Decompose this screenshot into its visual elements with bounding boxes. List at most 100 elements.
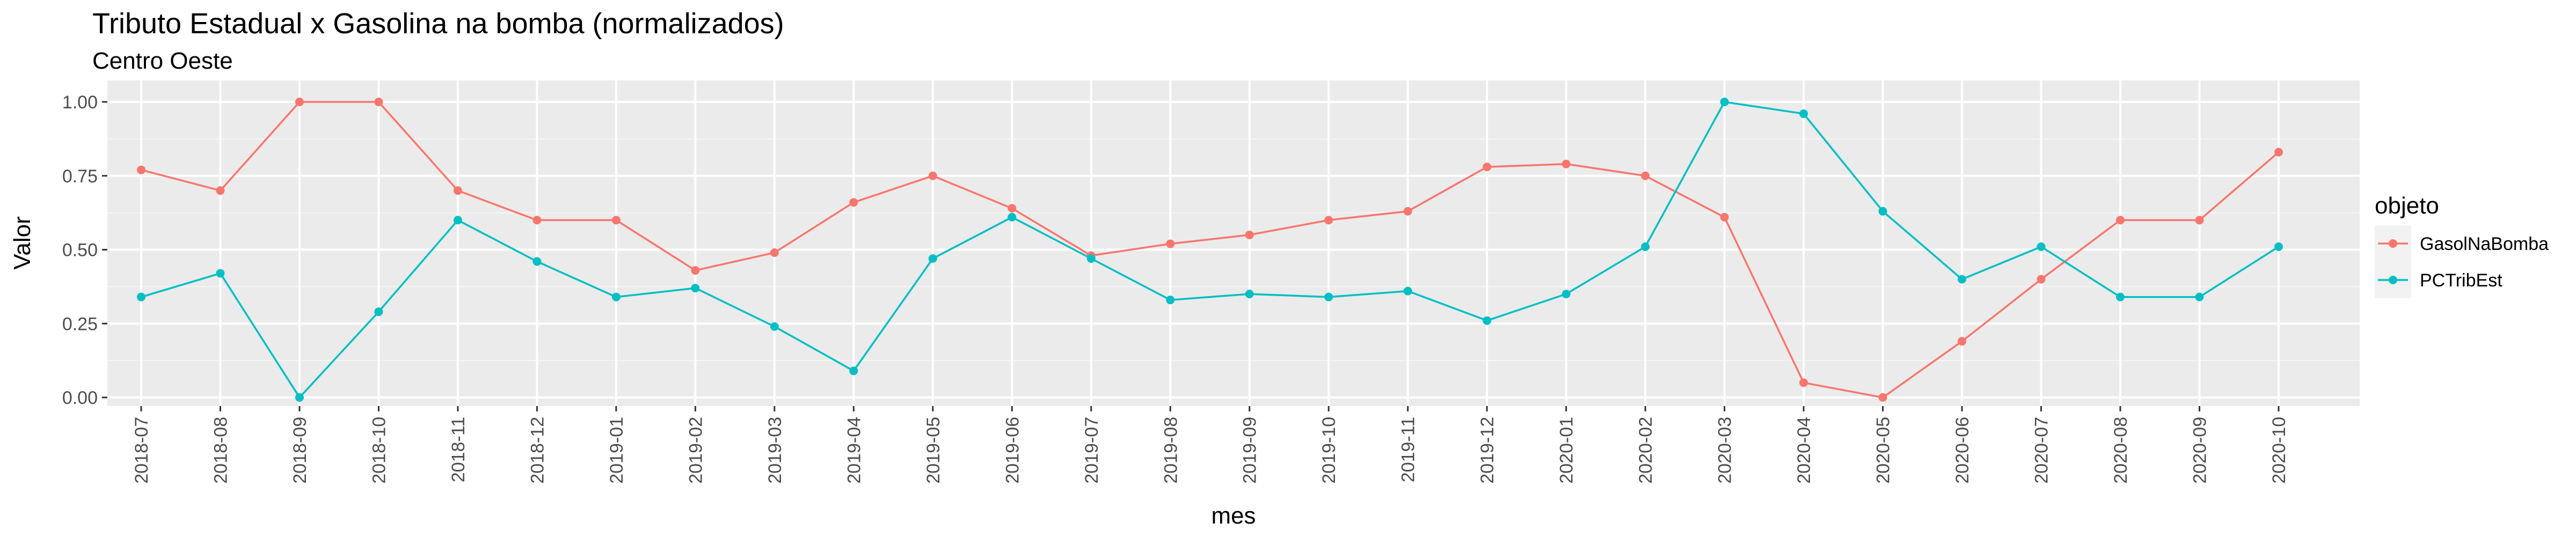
data-point <box>1799 378 1808 387</box>
y-axis: 0.00 0.25 0.50 0.75 1.00 <box>62 92 107 408</box>
series-line <box>141 101 2279 399</box>
data-point <box>611 216 621 225</box>
grid-minor <box>107 138 2360 362</box>
data-point <box>611 292 621 301</box>
data-point <box>295 393 304 402</box>
x-tick-label: 2020-08 <box>2111 417 2131 484</box>
data-point <box>1958 275 1967 284</box>
x-tick-label: 2019-01 <box>607 417 627 484</box>
legend-label: PCTribEst <box>2420 270 2502 291</box>
data-point <box>928 254 937 263</box>
data-point <box>1720 98 1729 106</box>
data-point <box>1166 239 1175 248</box>
x-axis-title: mes <box>1211 503 1256 529</box>
legend-key-point <box>2389 239 2397 248</box>
x-tick-label: 2020-05 <box>1873 417 1894 484</box>
series-lines <box>141 101 2280 399</box>
data-point <box>532 216 542 225</box>
data-point <box>295 98 304 106</box>
x-tick-label: 2020-03 <box>1715 417 1735 484</box>
data-point <box>1403 207 1412 216</box>
x-tick-label: 2018-10 <box>369 417 389 484</box>
data-point <box>2116 292 2125 301</box>
plot-panel <box>107 80 2360 406</box>
data-point <box>928 171 937 180</box>
x-tick-label: 2019-08 <box>1161 417 1181 484</box>
y-tick-label: 0.50 <box>62 240 98 261</box>
data-point <box>374 307 383 316</box>
x-tick-label: 2019-09 <box>1240 417 1260 484</box>
data-point <box>849 366 858 375</box>
data-point <box>691 266 700 275</box>
legend: objeto GasolNaBomba PCTribEst <box>2375 193 2549 298</box>
data-point <box>216 186 225 195</box>
x-tick-label: 2019-05 <box>923 417 944 484</box>
data-point <box>1324 216 1333 225</box>
data-point <box>1641 242 1650 251</box>
chart-subtitle: Centro Oeste <box>92 48 233 74</box>
x-tick-label: 2019-02 <box>685 417 706 484</box>
data-point <box>2195 216 2204 225</box>
x-tick-label: 2019-07 <box>1082 417 1102 484</box>
data-point <box>1561 290 1571 299</box>
data-point <box>1878 207 1887 216</box>
data-point <box>216 269 225 278</box>
data-point <box>1483 163 1492 172</box>
data-point <box>1166 296 1175 305</box>
data-point <box>374 98 383 106</box>
x-tick-label: 2018-08 <box>210 417 231 484</box>
y-tick-label: 0.25 <box>62 314 98 334</box>
data-point <box>2037 275 2046 284</box>
series-points <box>137 98 2283 402</box>
data-point <box>1008 204 1017 213</box>
legend-title: objeto <box>2375 193 2439 219</box>
legend-key-point <box>2389 276 2397 284</box>
data-point <box>2116 216 2125 225</box>
y-tick-label: 0.00 <box>62 388 98 408</box>
y-tick-label: 1.00 <box>62 92 98 113</box>
data-point <box>1799 109 1808 119</box>
grid-major <box>107 80 2360 406</box>
data-point <box>770 322 779 331</box>
x-tick-label: 2020-09 <box>2190 417 2210 484</box>
y-axis-title: Valor <box>9 216 35 269</box>
data-point <box>1324 292 1333 301</box>
x-tick-label: 2019-12 <box>1477 417 1498 484</box>
data-point <box>532 257 542 266</box>
x-tick-label: 2018-12 <box>527 417 548 484</box>
data-point <box>1720 212 1729 222</box>
data-point <box>1958 337 1967 346</box>
x-tick-label: 2019-03 <box>765 417 785 484</box>
x-tick-label: 2019-04 <box>844 417 864 484</box>
data-point <box>691 284 700 293</box>
data-point <box>1641 171 1650 180</box>
data-point <box>1245 290 1254 299</box>
series-line <box>141 101 2280 399</box>
data-point <box>1245 230 1254 239</box>
data-point <box>453 186 462 195</box>
x-tick-label: 2020-07 <box>2032 417 2052 484</box>
data-point <box>849 198 858 207</box>
x-tick-label: 2020-04 <box>1794 417 1814 484</box>
x-tick-label: 2020-02 <box>1636 417 1656 484</box>
legend-label: GasolNaBomba <box>2420 234 2549 254</box>
data-point <box>137 165 145 174</box>
chart-title: Tributo Estadual x Gasolina na bomba (no… <box>92 8 784 40</box>
data-point <box>2274 242 2283 251</box>
data-point <box>453 216 462 225</box>
data-point <box>1878 393 1887 402</box>
x-tick-label: 2019-06 <box>1002 417 1023 484</box>
data-point <box>1483 316 1492 325</box>
y-tick-label: 0.75 <box>62 166 98 187</box>
x-tick-label: 2018-11 <box>448 417 469 482</box>
x-axis: 2018-07 2018-08 2018-09 2018-10 2018-11 2018-… <box>132 406 2289 484</box>
x-tick-label: 2018-07 <box>132 417 152 484</box>
data-point <box>1086 254 1096 263</box>
data-point <box>2274 148 2283 157</box>
x-tick-label: 2019-10 <box>1319 417 1339 484</box>
data-point <box>1403 286 1412 296</box>
data-point <box>1008 212 1017 222</box>
data-point <box>2195 292 2204 301</box>
x-tick-label: 2020-10 <box>2269 417 2289 484</box>
